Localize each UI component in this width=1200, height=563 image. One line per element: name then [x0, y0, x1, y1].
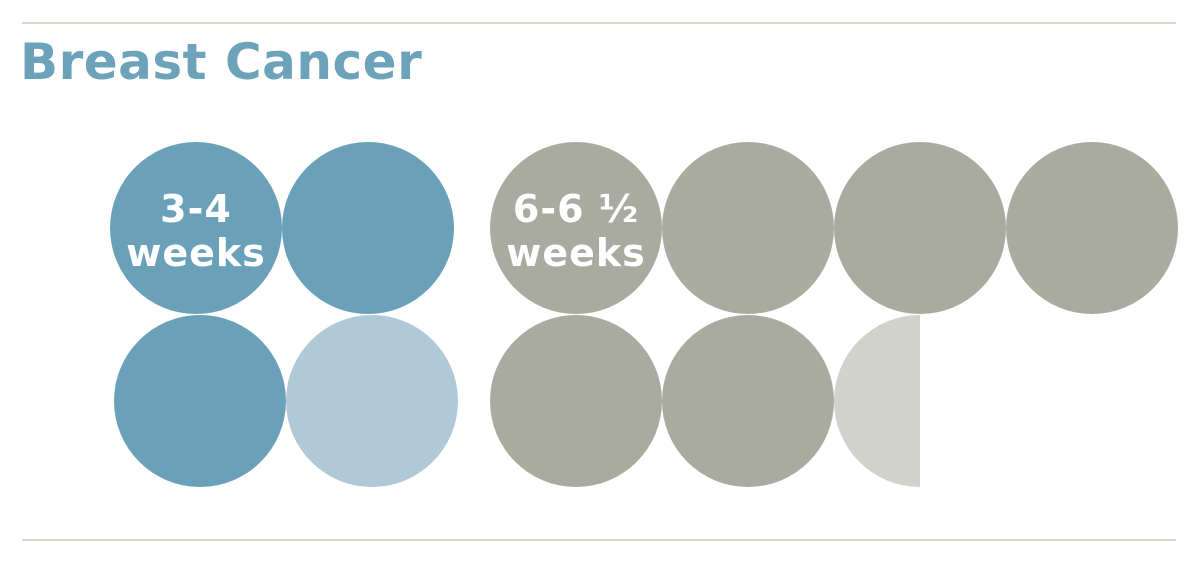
week-circle [110, 142, 282, 314]
week-circle [662, 142, 834, 314]
week-circle [834, 142, 1006, 314]
week-circle [282, 142, 454, 314]
week-circle [662, 315, 834, 487]
top-divider [22, 22, 1176, 24]
duration-label: 6-6 ½ [513, 187, 639, 231]
page-title: Breast Cancer [20, 33, 423, 91]
week-circle [490, 142, 662, 314]
week-circle [1006, 142, 1178, 314]
week-circle [490, 315, 662, 487]
duration-label: 3-4 [160, 187, 232, 231]
duration-unit-label: weeks [506, 231, 646, 275]
week-circle [114, 315, 286, 487]
week-circle [286, 315, 458, 487]
duration-unit-label: weeks [126, 231, 266, 275]
half-week-circle [834, 315, 920, 487]
bottom-divider [22, 539, 1176, 541]
